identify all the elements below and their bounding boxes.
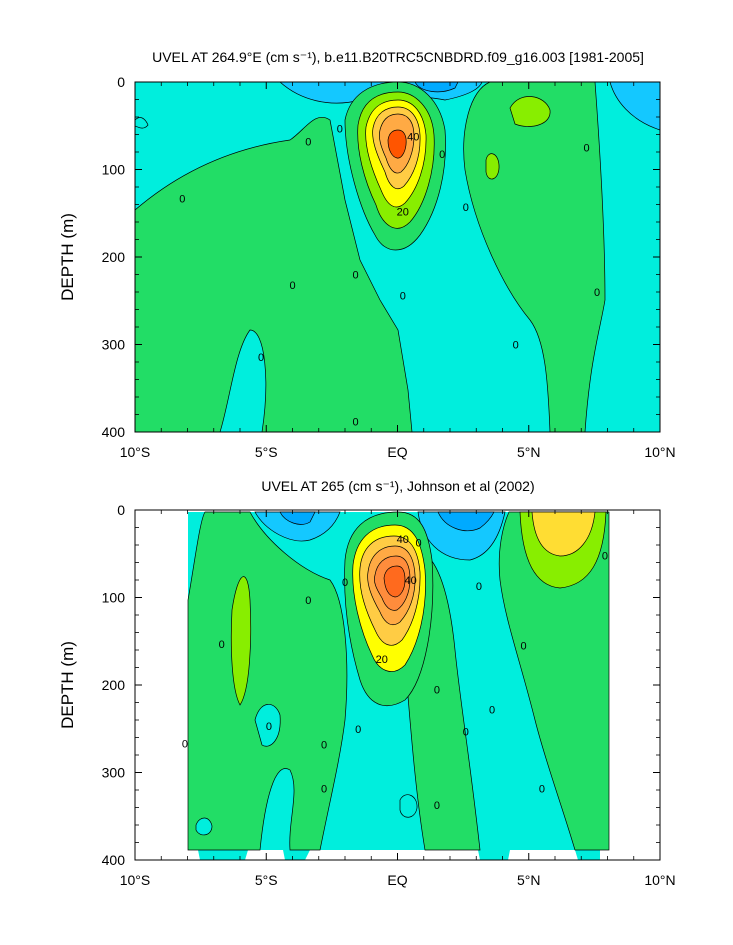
y-tick-label: 400: [102, 852, 126, 868]
contour-label: 20: [397, 207, 409, 219]
contour-label: 0: [266, 721, 272, 733]
contour-label: 0: [594, 287, 600, 299]
contour-label: 0: [400, 291, 406, 303]
contour-label: 0: [219, 639, 225, 651]
contour-label: 0: [342, 577, 348, 589]
contour-label: 0: [305, 595, 311, 607]
contour-label: 0: [337, 123, 343, 135]
x-tick-label: 5°N: [517, 872, 541, 888]
contour-label: 0: [415, 537, 421, 549]
contour-label: 0: [602, 551, 608, 563]
contour-label: 0: [439, 149, 445, 161]
y-tick-label: 100: [102, 590, 126, 606]
x-tick-label: 10°S: [120, 444, 151, 460]
contour-label: 0: [463, 726, 469, 738]
contour-label: 0: [463, 202, 469, 214]
panel2-ylabel: DEPTH (m): [58, 641, 77, 729]
contour-label: 0: [179, 193, 185, 205]
contour-label: 0: [289, 280, 295, 292]
x-tick-label: 5°N: [517, 444, 541, 460]
panel1-contour-labels: 0 0 0 0 0 0 0 40 20 0 0 0 0 0 0: [179, 123, 600, 428]
contour-label: 0: [258, 352, 264, 364]
x-tick-label: 10°S: [120, 872, 151, 888]
contour-label: 0: [434, 684, 440, 696]
y-tick-label: 200: [102, 677, 126, 693]
panel1-neg-deep: [414, 82, 459, 93]
x-tick-label: EQ: [387, 444, 407, 460]
y-tick-label: 0: [117, 74, 125, 90]
contour-label: 0: [513, 340, 519, 352]
contour-label: 0: [182, 739, 188, 751]
contour-label: 0: [321, 783, 327, 795]
panel2-green-left: [187, 511, 348, 851]
panel1-ylabel: DEPTH (m): [58, 213, 77, 301]
panel1-green-lime-1: [509, 96, 551, 127]
contour-label: 0: [355, 724, 361, 736]
panel2-yellow-right-core: [531, 511, 596, 557]
y-tick-label: 300: [102, 765, 126, 781]
contour-label: 0: [305, 137, 311, 149]
y-tick-label: 200: [102, 249, 126, 265]
contour-label: 40: [397, 534, 409, 546]
panel1-title: UVEL AT 264.9°E (cm s⁻¹), b.e11.B20TRC5C…: [152, 49, 644, 65]
panel2-title: UVEL AT 265 (cm s⁻¹), Johnson et al (200…: [261, 478, 534, 494]
panel2-cyan-bubble-3: [399, 794, 418, 818]
contour-label: 40: [405, 575, 417, 587]
panel2-cyan-bubble-1: [195, 817, 213, 836]
panel2-neg-surface-left: [254, 511, 341, 542]
panel1-green-lime-2: [485, 153, 500, 180]
x-tick-label: 5°S: [255, 444, 278, 460]
contour-label: 0: [352, 270, 358, 282]
panel1-contour-line-1: [135, 117, 149, 129]
y-tick-label: 100: [102, 162, 126, 178]
contour-label: 0: [434, 800, 440, 812]
contour-label: 20: [376, 654, 388, 666]
panel1-euc-core: [387, 129, 407, 159]
y-tick-label: 300: [102, 337, 126, 353]
panel2-contour-labels: 40 0 40 20 0 0 0 0 0 0 0 0 0 0 0 0 0 0 0 0: [182, 534, 608, 812]
y-tick-label: 400: [102, 424, 126, 440]
x-tick-label: 10°N: [644, 872, 675, 888]
contour-label: 40: [407, 131, 419, 143]
panel2-green-right: [498, 511, 610, 851]
panel2-neg-surface-left-deep: [279, 511, 316, 525]
contour-label: 0: [489, 705, 495, 717]
panel2-euc-core: [383, 565, 406, 598]
x-tick-label: 5°S: [255, 872, 278, 888]
contour-label: 0: [583, 143, 589, 155]
contour-label: 0: [520, 641, 526, 653]
panel2-neg-surface-right-deep: [437, 511, 495, 532]
contour-label: 0: [352, 417, 358, 429]
x-tick-label: EQ: [387, 872, 407, 888]
panel1-green-left: [135, 117, 413, 432]
y-tick-label: 0: [117, 502, 125, 518]
contour-label: 0: [321, 740, 327, 752]
contour-label: 0: [539, 783, 545, 795]
panel1-cyan-tongue: [219, 329, 267, 432]
contour-label: 0: [476, 581, 482, 593]
panel2-green-lime-left: [230, 576, 252, 706]
panel2-cyan-bubble-2: [254, 704, 281, 747]
x-tick-label: 10°N: [644, 444, 675, 460]
